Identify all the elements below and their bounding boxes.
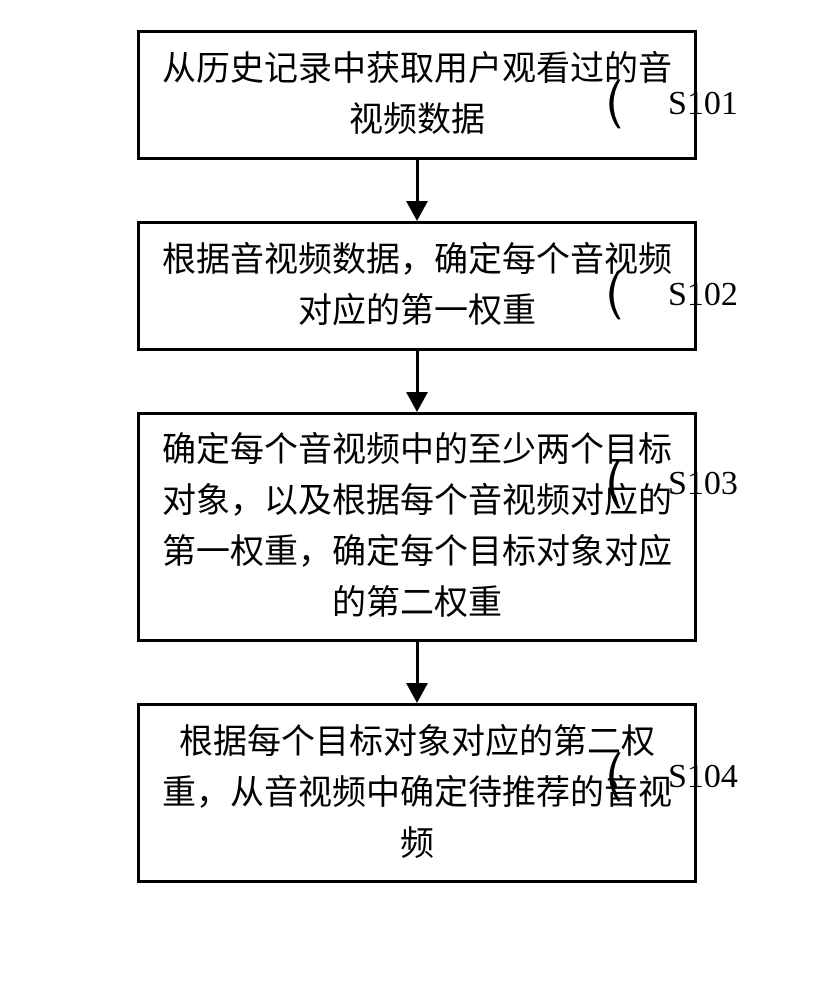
step-row-s103: 确定每个音视频中的至少两个目标对象，以及根据每个音视频对应的第一权重，确定每个目…: [0, 412, 834, 642]
flow-box-text: 根据音视频数据，确定每个音视频对应的第一权重: [160, 235, 674, 337]
arrow-line: [416, 351, 419, 393]
arrow-down-icon: [406, 642, 428, 703]
step-label: S101: [668, 85, 738, 123]
step-label: S102: [668, 276, 738, 314]
step-label-wrap-s102: ⏝S102: [616, 269, 738, 321]
curly-brace-icon: ⏝: [615, 459, 667, 509]
arrow-down-icon: [406, 351, 428, 412]
flow-box-text: 确定每个音视频中的至少两个目标对象，以及根据每个音视频对应的第一权重，确定每个目…: [160, 425, 674, 629]
arrow-head: [406, 201, 428, 221]
step-row-s102: 根据音视频数据，确定每个音视频对应的第一权重⏝S102: [0, 221, 834, 351]
arrow-down-icon: [406, 160, 428, 221]
curly-brace-icon: ⏝: [615, 270, 667, 320]
step-label-wrap-s103: ⏝S103: [616, 458, 738, 510]
step-label-wrap-s101: ⏝S101: [616, 78, 738, 130]
step-row-s101: 从历史记录中获取用户观看过的音视频数据⏝S101: [0, 30, 834, 160]
curly-brace-icon: ⏝: [615, 79, 667, 129]
arrow-head: [406, 392, 428, 412]
flow-box-text: 从历史记录中获取用户观看过的音视频数据: [160, 44, 674, 146]
step-label: S103: [668, 465, 738, 503]
step-label-wrap-s104: ⏝S104: [616, 751, 738, 803]
arrow-line: [416, 642, 419, 684]
flow-box-s103: 确定每个音视频中的至少两个目标对象，以及根据每个音视频对应的第一权重，确定每个目…: [137, 412, 697, 642]
step-label: S104: [668, 758, 738, 796]
flow-box-text: 根据每个目标对象对应的第二权重，从音视频中确定待推荐的音视频: [160, 717, 674, 870]
curly-brace-icon: ⏝: [615, 752, 667, 802]
arrow-line: [416, 160, 419, 202]
flowchart-container: 从历史记录中获取用户观看过的音视频数据⏝S101根据音视频数据，确定每个音视频对…: [0, 0, 834, 883]
step-row-s104: 根据每个目标对象对应的第二权重，从音视频中确定待推荐的音视频⏝S104: [0, 703, 834, 883]
arrow-head: [406, 683, 428, 703]
